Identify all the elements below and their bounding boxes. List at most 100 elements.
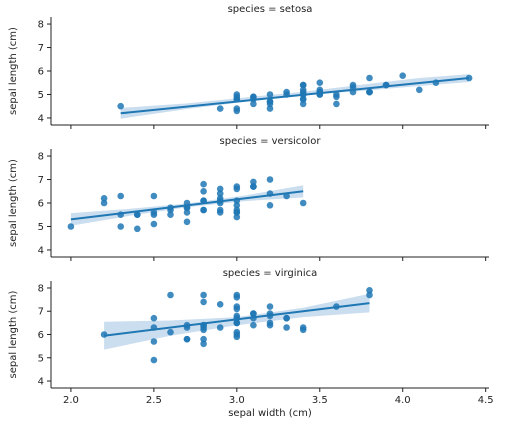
x-axis-label: sepal width (cm) (228, 408, 312, 419)
data-point (250, 93, 257, 101)
y-tick-label: 8 (38, 283, 44, 294)
data-point (233, 183, 241, 190)
data-point (366, 88, 373, 96)
y-tick-label: 7 (38, 43, 44, 54)
data-point (233, 213, 241, 221)
data-point (150, 220, 158, 228)
data-point (366, 287, 373, 294)
panel-title: species = setosa (228, 4, 313, 15)
y-axis-label: sepal length (cm) (8, 27, 19, 115)
data-point (200, 206, 207, 214)
data-point (299, 81, 307, 89)
data-point (233, 202, 241, 209)
y-tick-label: 6 (38, 67, 44, 78)
data-point (366, 291, 373, 299)
regression-line (70, 190, 304, 221)
panel-title: species = virginica (223, 268, 318, 279)
data-point (200, 340, 207, 348)
data-point (216, 301, 224, 308)
data-point (233, 303, 241, 310)
confidence-band (120, 74, 470, 119)
data-point (216, 105, 224, 112)
panel-1: species = versicolor sepal length (cm) 4 5 6… (8, 136, 489, 261)
data-point (216, 195, 224, 202)
data-point (283, 324, 290, 331)
data-point (266, 105, 274, 112)
data-point (283, 314, 290, 322)
data-point (333, 100, 340, 108)
y-tick-label: 6 (38, 199, 44, 210)
data-point (117, 223, 124, 230)
data-point (233, 91, 241, 98)
data-point (216, 324, 224, 331)
shared-x-axis: 2.0 2.5 3.0 3.5 4.0 4.5 (63, 395, 494, 406)
data-point (150, 211, 158, 218)
y-tick-label: 4 (38, 377, 44, 388)
y-tick-label: 7 (38, 175, 44, 186)
data-point (299, 199, 307, 207)
data-point (200, 324, 207, 331)
y-tick-label: 5 (38, 353, 44, 364)
panel-title: species = versicolor (220, 136, 322, 147)
data-point (150, 356, 158, 364)
data-point (266, 202, 274, 209)
data-point (233, 291, 241, 299)
data-point (299, 326, 307, 334)
data-point (67, 223, 75, 230)
y-tick-label: 5 (38, 90, 44, 101)
data-point (200, 188, 207, 195)
x-tick-label: 2.0 (63, 395, 79, 406)
data-point (150, 192, 158, 200)
panel-0: species = setosa sepal length (cm) 4 5 6 7 8 (8, 4, 489, 129)
data-point (250, 321, 257, 329)
data-point (134, 211, 141, 218)
y-axis-label: sepal length (cm) (8, 159, 19, 247)
x-tick-label: 4.5 (478, 395, 494, 406)
data-point (250, 310, 257, 317)
data-point (266, 176, 274, 183)
data-point (216, 190, 224, 197)
regression-line (103, 302, 370, 337)
x-tick-label: 3.0 (229, 395, 245, 406)
data-point (200, 180, 207, 188)
data-point (366, 74, 373, 82)
data-point (100, 199, 108, 207)
data-point (117, 192, 124, 200)
data-point (233, 105, 241, 112)
data-point (399, 72, 407, 79)
data-point (216, 185, 224, 193)
data-point (299, 100, 307, 108)
y-axis-label: sepal length (cm) (8, 290, 19, 378)
y-tick-label: 7 (38, 307, 44, 318)
y-tick-label: 6 (38, 330, 44, 341)
y-tick-label: 4 (38, 113, 44, 124)
data-point (250, 178, 257, 186)
data-point (266, 303, 274, 310)
data-point (299, 95, 307, 103)
y-tick-label: 4 (38, 245, 44, 256)
data-point (117, 102, 124, 110)
data-point (416, 86, 423, 94)
data-point (316, 79, 324, 86)
data-point (216, 206, 224, 214)
data-point (316, 86, 324, 94)
data-point (233, 319, 241, 327)
data-point (134, 225, 141, 233)
data-point (183, 209, 191, 216)
x-tick-label: 3.5 (312, 395, 328, 406)
panel-2: species = virginica sepal length (cm) 4 5 6 7… (8, 268, 489, 392)
data-point (250, 183, 257, 190)
data-point (183, 335, 191, 343)
data-point (233, 333, 241, 341)
data-point (266, 321, 274, 329)
x-tick-label: 4.0 (395, 395, 411, 406)
y-tick-label: 8 (38, 20, 44, 31)
data-point (200, 335, 207, 343)
data-point (167, 211, 174, 218)
data-point (100, 195, 108, 202)
data-point (266, 100, 274, 108)
data-point (266, 91, 274, 98)
y-tick-label: 5 (38, 222, 44, 233)
